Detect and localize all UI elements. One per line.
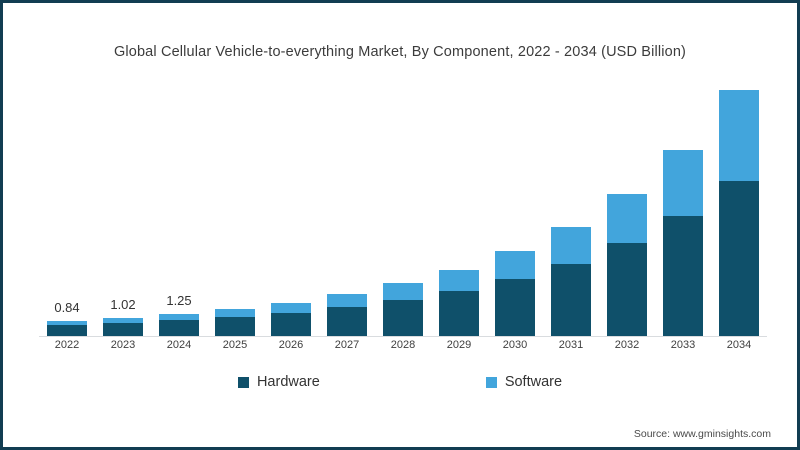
bar-stack[interactable] xyxy=(607,193,647,336)
legend-item-software[interactable]: Software xyxy=(485,374,563,390)
bar-segment-hardware[interactable] xyxy=(271,312,311,336)
bar-segment-software[interactable] xyxy=(215,309,255,318)
bar-stack[interactable] xyxy=(663,149,703,336)
bar-stack[interactable] xyxy=(327,294,367,336)
page-title: Global Cellular Vehicle-to-everything Ma… xyxy=(113,44,687,60)
x-tick-label-2024: 2024 xyxy=(166,339,192,351)
bar-stack[interactable] xyxy=(159,313,199,336)
bar-stack[interactable] xyxy=(551,227,591,336)
bar-series-container: 0.84 1.02 1.25 xyxy=(39,75,767,336)
bar-stack[interactable] xyxy=(47,320,87,336)
bar-group-2033[interactable] xyxy=(655,75,711,336)
bar-group-2029[interactable] xyxy=(431,75,487,336)
bar-segment-software[interactable] xyxy=(551,227,591,264)
x-tick-label-2029: 2029 xyxy=(446,339,472,351)
bar-stack[interactable] xyxy=(103,317,143,336)
bar-group-2031[interactable] xyxy=(543,75,599,336)
bar-value-label: 1.02 xyxy=(110,296,136,312)
bar-segment-hardware[interactable] xyxy=(215,317,255,336)
bar-group-2034[interactable] xyxy=(711,75,767,336)
plot-area: 0.84 1.02 1.25 xyxy=(39,75,767,337)
x-tick-label-2033: 2033 xyxy=(670,339,696,351)
bar-group-2023[interactable]: 1.02 xyxy=(95,75,151,336)
x-axis-tick-labels: 2022 2023 2024 2025 2026 2027 2028 2029 2030 2031… xyxy=(39,339,767,351)
bar-segment-hardware[interactable] xyxy=(439,291,479,336)
x-tick-label-2028: 2028 xyxy=(390,339,416,351)
legend-label: Software xyxy=(504,374,563,390)
bar-group-2022[interactable]: 0.84 xyxy=(39,75,95,336)
x-tick-label-2026: 2026 xyxy=(278,339,304,351)
bar-segment-software[interactable] xyxy=(663,149,703,217)
bar-segment-software[interactable] xyxy=(327,294,367,308)
bar-segment-hardware[interactable] xyxy=(719,181,759,336)
x-tick-label-2025: 2025 xyxy=(222,339,248,351)
legend-label: Hardware xyxy=(256,374,320,390)
bar-group-2028[interactable] xyxy=(375,75,431,336)
x-tick-label-2030: 2030 xyxy=(502,339,528,351)
x-tick-label-2034: 2034 xyxy=(726,339,752,351)
bar-segment-software[interactable] xyxy=(383,283,423,300)
bar-stack[interactable] xyxy=(719,90,759,336)
x-tick-label-2027: 2027 xyxy=(334,339,360,351)
bar-segment-hardware[interactable] xyxy=(103,323,143,336)
bar-group-2027[interactable] xyxy=(319,75,375,336)
x-tick-label-2031: 2031 xyxy=(558,339,584,351)
bar-group-2024[interactable]: 1.25 xyxy=(151,75,207,336)
bar-stack[interactable] xyxy=(271,302,311,336)
bar-stack[interactable] xyxy=(383,283,423,336)
bar-stack[interactable] xyxy=(495,251,535,336)
bar-segment-hardware[interactable] xyxy=(663,216,703,336)
bar-stack[interactable] xyxy=(439,269,479,336)
bar-segment-hardware[interactable] xyxy=(47,325,87,336)
bar-group-2025[interactable] xyxy=(207,75,263,336)
x-tick-label-2032: 2032 xyxy=(614,339,640,351)
bar-value-label: 1.25 xyxy=(166,292,192,308)
x-tick-label-2023: 2023 xyxy=(110,339,136,351)
bar-group-2032[interactable] xyxy=(599,75,655,336)
bar-segment-software[interactable] xyxy=(719,90,759,182)
x-tick-label-2022: 2022 xyxy=(54,339,80,351)
bar-segment-software[interactable] xyxy=(103,317,143,324)
bar-segment-hardware[interactable] xyxy=(551,264,591,336)
bar-group-2026[interactable] xyxy=(263,75,319,336)
bar-value-label: 0.84 xyxy=(54,299,80,315)
bar-segment-software[interactable] xyxy=(495,251,535,280)
legend-swatch-icon xyxy=(485,376,497,388)
bar-stack[interactable] xyxy=(215,309,255,336)
bar-segment-software[interactable] xyxy=(439,269,479,291)
bar-segment-hardware[interactable] xyxy=(159,320,199,336)
bar-segment-hardware[interactable] xyxy=(327,307,367,336)
bar-group-2030[interactable] xyxy=(487,75,543,336)
bar-segment-software[interactable] xyxy=(271,302,311,313)
bar-segment-hardware[interactable] xyxy=(607,243,647,336)
source-attribution: Source: www.gminsights.com xyxy=(633,428,771,440)
bar-segment-hardware[interactable] xyxy=(495,279,535,336)
x-axis-line xyxy=(39,336,767,337)
bar-segment-software[interactable] xyxy=(47,320,87,326)
legend-swatch-icon xyxy=(237,376,249,388)
legend-item-hardware[interactable]: Hardware xyxy=(237,374,320,390)
bar-segment-software[interactable] xyxy=(607,193,647,244)
bar-segment-hardware[interactable] xyxy=(383,300,423,336)
chart-legend: Hardware Software xyxy=(3,374,797,390)
bar-segment-software[interactable] xyxy=(159,313,199,321)
